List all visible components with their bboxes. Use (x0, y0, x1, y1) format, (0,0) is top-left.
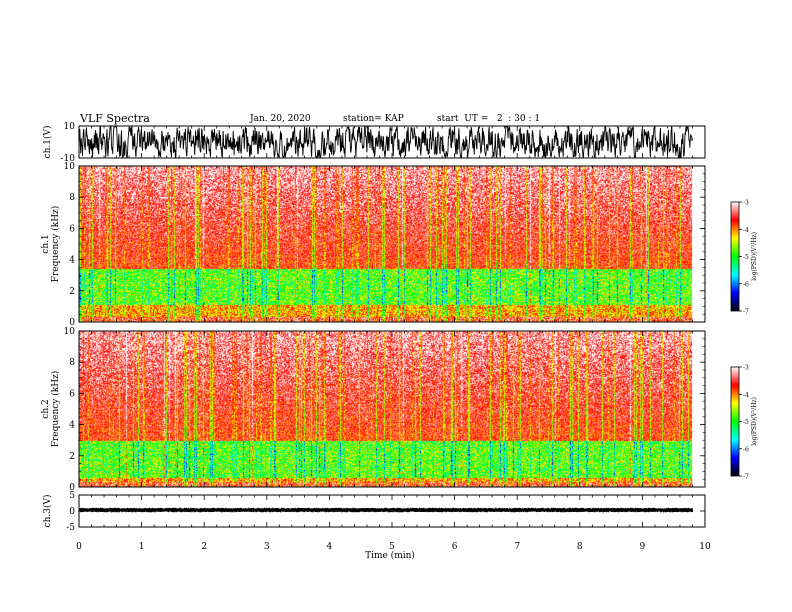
waveform-ch3-line (78, 507, 694, 513)
x-tick-label: 7 (514, 542, 520, 552)
x-axis-label: Time (min) (365, 550, 415, 561)
spectrogram-ch2-ylabel: Frequency (kHz) (50, 371, 61, 448)
waveform-ch3-ytick-label: -5 (66, 523, 75, 533)
colorbar-ch1-tick-label: -7 (743, 309, 749, 316)
colorbar-ch1-tick-label: -6 (743, 281, 749, 288)
spectrogram-ch1-ytick-label: 2 (69, 287, 75, 297)
colorbar-ch2-tick-label: -3 (743, 365, 749, 372)
colorbar-ch1-tick-label: -5 (743, 254, 749, 261)
spectrogram-ch2-ytick-label: 8 (69, 358, 75, 368)
x-tick-label: 9 (640, 542, 646, 552)
x-tick-label: 3 (264, 542, 270, 552)
spectrogram-ch1-ytick-label: 4 (69, 256, 75, 266)
x-tick-label: 5 (389, 542, 395, 552)
spectrogram-ch2-ytick-label: 2 (69, 452, 75, 462)
spectrogram-ch1-ytick-label: 10 (64, 162, 76, 172)
waveform-ch1-line (78, 125, 693, 159)
x-tick-label: 6 (452, 542, 458, 552)
figure-start-time: start UT = 2 : 30 : 1 (437, 114, 541, 124)
colorbar-ch2-tick-label: -6 (743, 446, 749, 453)
spectrogram-ch1-ytick-label: 6 (69, 224, 75, 234)
colorbar-ch2-label: log(PSD)(V²/Hz) (751, 397, 758, 446)
waveform-ch3-ylabel: ch.3(V) (42, 495, 53, 528)
waveform-ch1-ytick-label: 10 (64, 122, 76, 132)
spectrogram-ch1-image (79, 166, 705, 322)
spectrogram-ch2-ytick-label: 0 (69, 483, 75, 493)
figure-date: Jan. 20, 2020 (250, 114, 311, 124)
spectrogram-ch1-ytick-label: 0 (69, 318, 75, 328)
colorbar-ch1-tick-label: -3 (743, 200, 749, 207)
colorbar-ch2 (730, 366, 740, 477)
colorbar-ch1-label: log(PSD)(V²/Hz) (751, 232, 758, 281)
spectrogram-ch2-channel-label: ch.2 (41, 399, 51, 418)
waveform-ch1-ylabel: ch.1(V) (42, 126, 53, 159)
x-tick-label: 10 (699, 542, 711, 552)
spectrogram-ch2-image (79, 331, 705, 487)
figure-station: station= KAP (343, 114, 404, 124)
colorbar-ch2-tick-label: -5 (743, 419, 749, 426)
x-tick-label: 1 (139, 542, 145, 552)
spectrogram-ch1-ytick-label: 8 (69, 193, 75, 203)
spectrogram-ch2-ytick-label: 10 (64, 327, 76, 337)
colorbar-ch2-tick-label: -7 (743, 474, 749, 481)
waveform-ch1-ytick-label: -10 (61, 154, 76, 164)
spectrogram-ch2-ytick-label: 6 (69, 389, 75, 399)
x-tick-label: 0 (76, 542, 82, 552)
waveform-ch3-ytick-label: 5 (69, 491, 75, 501)
x-tick-label: 8 (577, 542, 583, 552)
colorbar-ch2-tick-label: -4 (743, 392, 749, 399)
spectrogram-ch1-channel-label: ch.1 (41, 234, 51, 253)
x-tick-label: 2 (201, 542, 207, 552)
x-tick-label: 4 (327, 542, 333, 552)
spectrogram-ch2-ytick-label: 4 (69, 421, 75, 431)
spectrogram-ch1-ylabel: Frequency (kHz) (50, 206, 61, 283)
waveform-ch3-ytick-label: 0 (69, 507, 75, 517)
figure-title: VLF Spectra (80, 112, 150, 125)
colorbar-ch1-tick-label: -4 (743, 227, 749, 234)
colorbar-ch1 (730, 201, 740, 312)
